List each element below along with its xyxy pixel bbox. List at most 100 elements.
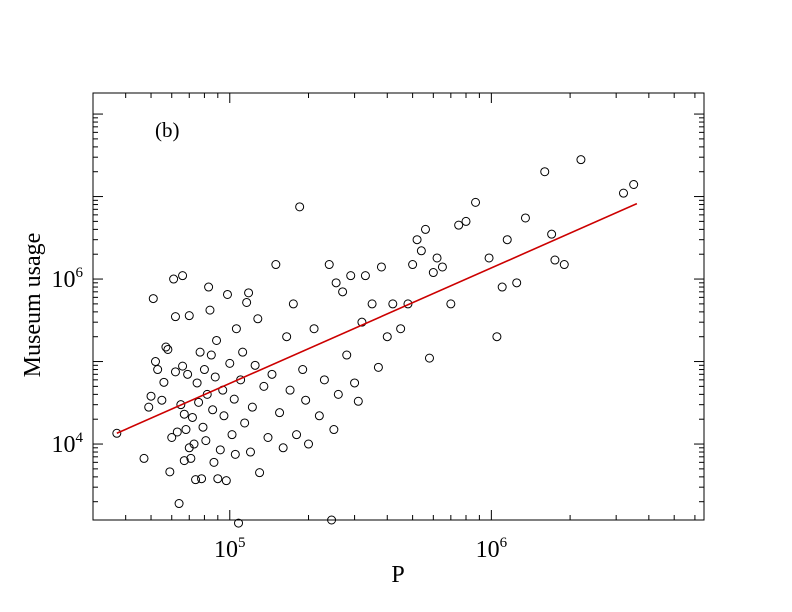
data-point — [176, 400, 186, 410]
ticks — [92, 93, 704, 520]
data-point — [229, 394, 239, 404]
data-point — [195, 347, 205, 357]
data-point — [437, 262, 447, 272]
data-point — [213, 474, 223, 484]
data-point — [179, 409, 189, 419]
data-point — [520, 213, 530, 223]
data-point — [331, 278, 341, 288]
data-point — [367, 299, 377, 309]
data-point — [547, 229, 557, 239]
data-point — [338, 287, 348, 297]
data-point — [183, 369, 193, 379]
data-point — [253, 314, 263, 324]
data-point — [432, 253, 442, 263]
data-point — [350, 378, 360, 388]
y-axis-title: Museum usage — [20, 233, 46, 378]
data-point — [208, 405, 218, 415]
data-point — [295, 202, 305, 212]
data-point — [247, 402, 257, 412]
data-point — [225, 358, 235, 368]
data-point — [282, 332, 292, 342]
data-point — [186, 453, 196, 463]
data-point — [199, 365, 209, 375]
data-point — [170, 367, 180, 377]
data-point — [271, 260, 281, 270]
data-point — [333, 389, 343, 399]
data-point — [492, 332, 502, 342]
data-point — [210, 372, 220, 382]
data-point — [373, 362, 383, 372]
data-point — [301, 395, 311, 405]
data-point — [112, 428, 122, 438]
data-point — [540, 167, 550, 177]
data-point — [298, 365, 308, 375]
data-point — [227, 430, 237, 440]
tick-labels: 105 106 104 106 — [52, 265, 508, 563]
data-point — [184, 311, 194, 321]
data-point — [388, 299, 398, 309]
data-point — [376, 262, 386, 272]
data-point — [238, 347, 248, 357]
data-point — [174, 499, 184, 509]
data-point — [484, 253, 494, 263]
data-point — [408, 260, 418, 270]
data-point — [275, 408, 285, 418]
data-point — [353, 396, 363, 406]
data-point — [304, 439, 314, 449]
data-point — [319, 375, 329, 385]
data-point — [221, 476, 231, 486]
x-tick-label: 106 — [476, 535, 508, 563]
data-point — [327, 515, 337, 525]
data-point — [178, 271, 188, 281]
data-points — [112, 155, 639, 528]
data-point — [205, 305, 215, 315]
data-point — [424, 353, 434, 363]
data-point — [201, 436, 211, 446]
data-point — [212, 335, 222, 345]
data-point — [329, 425, 339, 435]
data-point — [215, 445, 225, 455]
data-point — [446, 299, 456, 309]
data-point — [139, 453, 149, 463]
data-point — [382, 332, 392, 342]
y-tick-label: 104 — [52, 430, 84, 458]
data-point — [170, 312, 180, 322]
data-point — [259, 381, 269, 391]
plot-frame — [92, 92, 705, 521]
data-point — [172, 427, 182, 437]
data-point — [263, 433, 273, 443]
data-point — [278, 443, 288, 453]
data-point — [231, 324, 241, 334]
data-point — [157, 395, 167, 405]
data-point — [179, 456, 189, 466]
data-point — [324, 260, 334, 270]
data-point — [187, 412, 197, 422]
data-point — [412, 235, 422, 245]
fit-line-group — [116, 202, 638, 435]
data-point — [167, 433, 177, 443]
data-point — [169, 274, 179, 284]
data-point — [285, 385, 295, 395]
data-point — [189, 439, 199, 449]
data-point — [234, 518, 244, 528]
data-point — [150, 357, 160, 367]
data-point — [502, 235, 512, 245]
data-point — [512, 278, 522, 288]
data-point — [159, 377, 169, 387]
data-point — [204, 282, 214, 292]
data-point — [428, 268, 438, 278]
data-point — [209, 457, 219, 467]
data-point — [165, 467, 175, 477]
data-point — [360, 271, 370, 281]
data-point — [146, 391, 156, 401]
data-point — [416, 246, 426, 256]
data-point — [240, 418, 250, 428]
data-point — [198, 422, 208, 432]
data-point — [153, 365, 163, 375]
y-tick-label: 106 — [52, 265, 84, 293]
data-point — [161, 342, 171, 352]
data-point — [219, 411, 229, 421]
data-point — [144, 402, 154, 412]
data-point — [245, 447, 255, 457]
